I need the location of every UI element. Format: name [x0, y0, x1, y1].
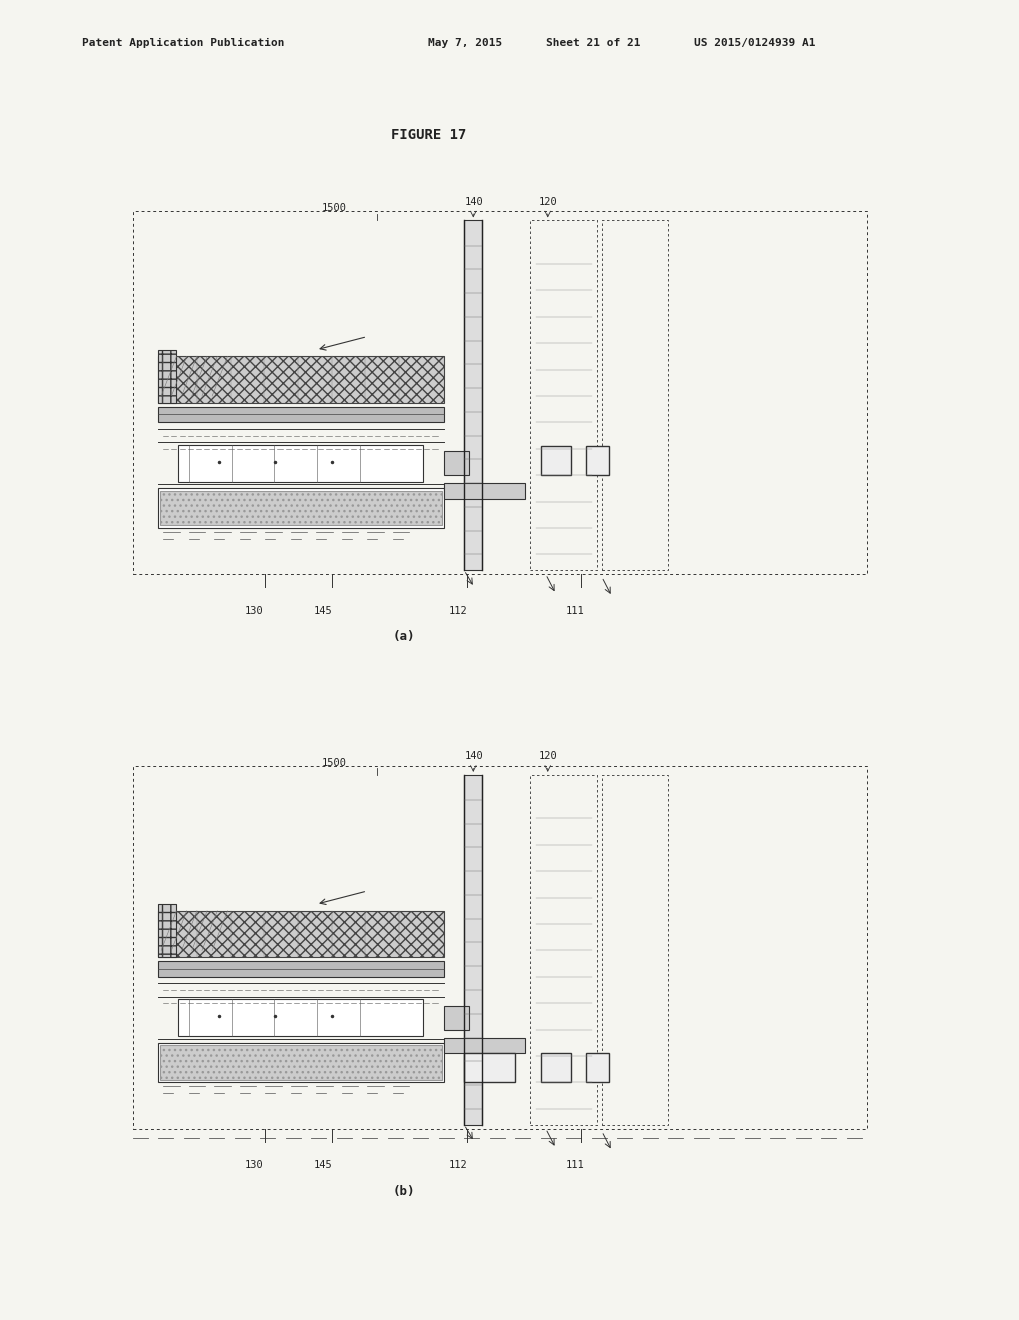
Bar: [586, 1053, 608, 1082]
Bar: [160, 1045, 441, 1080]
Bar: [160, 491, 441, 525]
Bar: [178, 445, 423, 482]
Bar: [158, 350, 176, 403]
Text: 111: 111: [566, 606, 584, 616]
Bar: [443, 451, 469, 475]
Text: 1500: 1500: [321, 758, 346, 768]
Bar: [443, 1006, 469, 1030]
Text: 130: 130: [245, 1160, 263, 1171]
Text: US 2015/0124939 A1: US 2015/0124939 A1: [693, 38, 814, 49]
Text: 112: 112: [448, 1160, 467, 1171]
Text: 120: 120: [538, 197, 556, 207]
Text: 120: 120: [538, 751, 556, 762]
Text: 145: 145: [314, 606, 332, 616]
Bar: [158, 961, 443, 977]
Bar: [464, 220, 482, 570]
Bar: [158, 488, 443, 528]
Bar: [443, 483, 525, 499]
Bar: [158, 407, 443, 422]
Text: 140: 140: [465, 751, 483, 762]
Bar: [158, 904, 176, 957]
Text: Patent Application Publication: Patent Application Publication: [82, 38, 284, 49]
Text: FIGURE 17: FIGURE 17: [390, 128, 466, 141]
Text: 112: 112: [448, 606, 467, 616]
Bar: [540, 1053, 571, 1082]
Text: 111: 111: [566, 1160, 584, 1171]
Bar: [158, 911, 443, 957]
Bar: [158, 356, 443, 403]
Bar: [464, 1053, 515, 1082]
Text: Sheet 21 of 21: Sheet 21 of 21: [545, 38, 640, 49]
Bar: [178, 999, 423, 1036]
Text: 145: 145: [314, 1160, 332, 1171]
Text: 130: 130: [245, 606, 263, 616]
Bar: [443, 1038, 525, 1053]
Bar: [586, 446, 608, 475]
Bar: [540, 446, 571, 475]
Bar: [158, 1043, 443, 1082]
Text: (a): (a): [392, 630, 415, 643]
Text: 140: 140: [465, 197, 483, 207]
Text: (b): (b): [392, 1184, 415, 1197]
Text: May 7, 2015: May 7, 2015: [428, 38, 502, 49]
Text: 1500: 1500: [321, 203, 346, 214]
Bar: [464, 775, 482, 1125]
